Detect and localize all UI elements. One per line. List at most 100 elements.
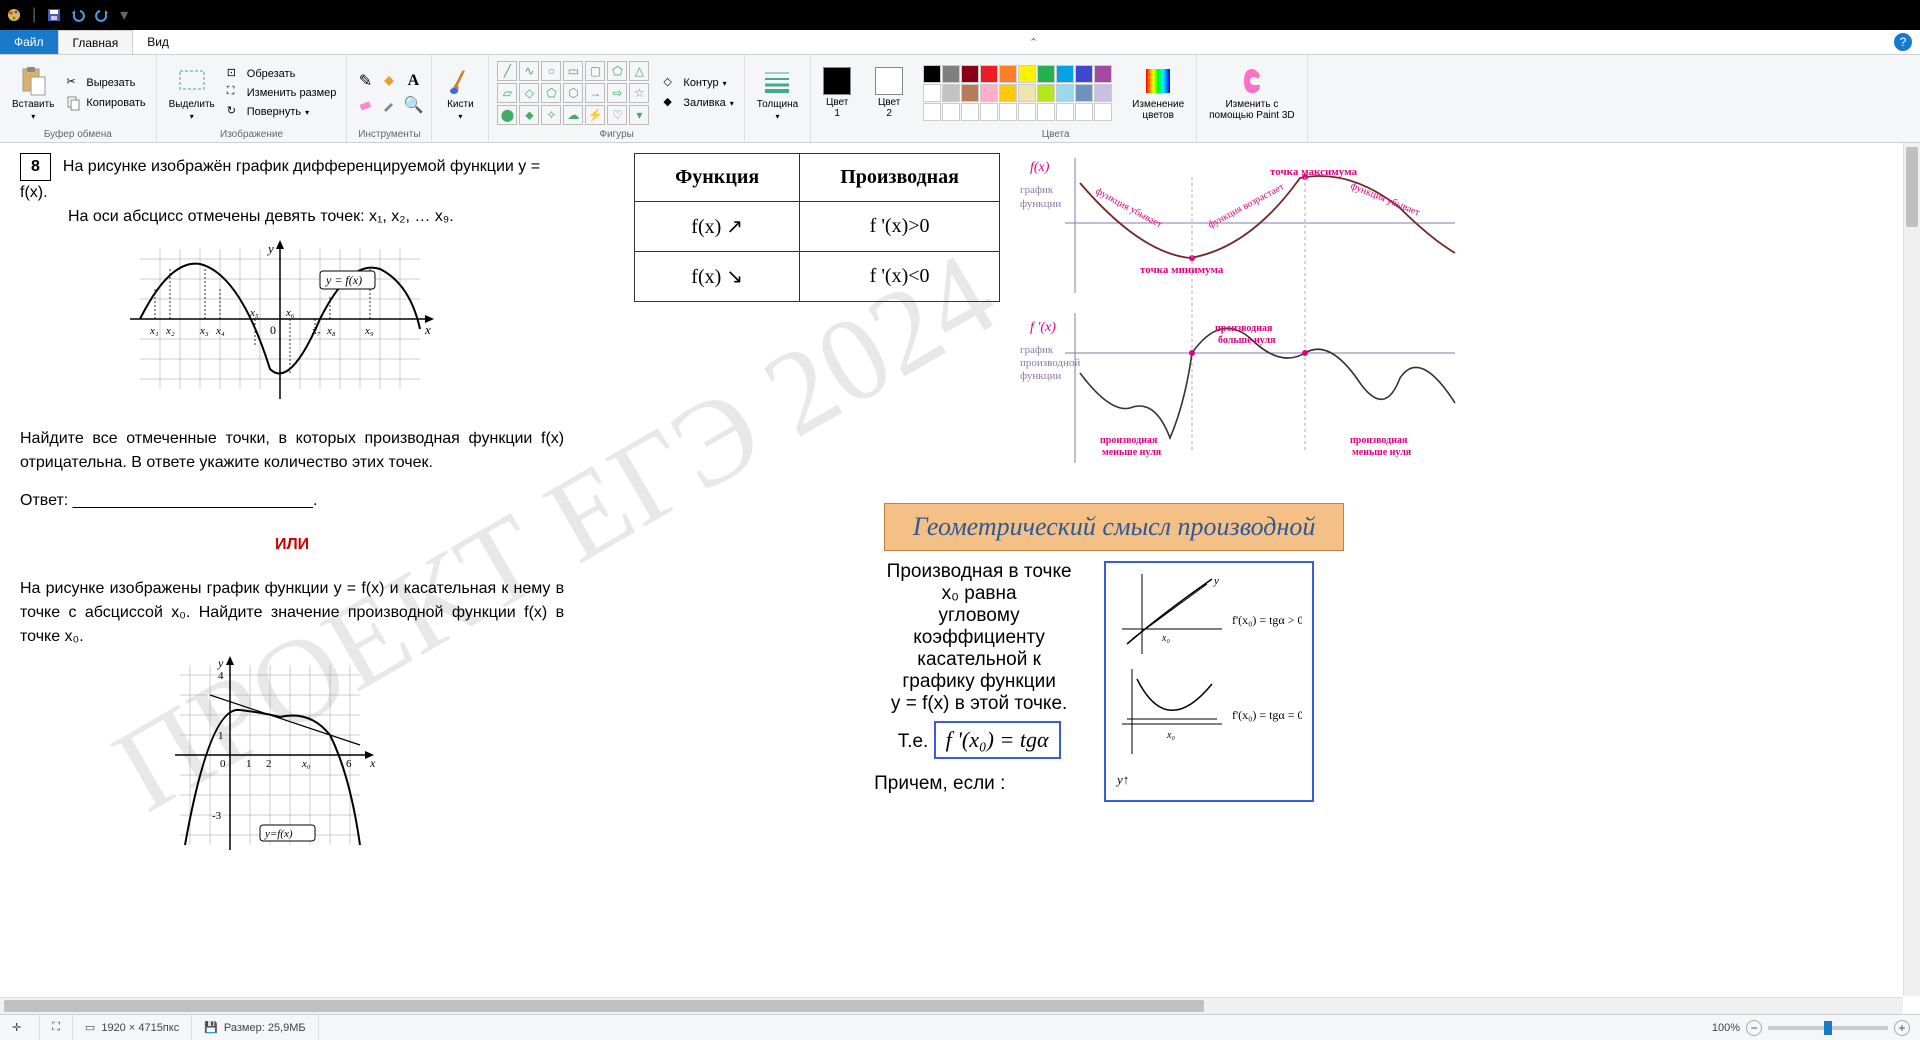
tab-home[interactable]: Главная [58,30,134,54]
rotate-button[interactable]: ↻Повернуть ▾ [225,103,339,121]
color-swatch[interactable] [1094,65,1112,83]
thickness-button[interactable]: Толщина ▾ [753,63,802,123]
color-swatch[interactable] [1056,65,1074,83]
color-swatch[interactable] [923,65,941,83]
crop-icon: ⊡ [227,66,243,82]
color-swatch-empty[interactable] [923,103,941,121]
color-swatch-empty[interactable] [1018,103,1036,121]
horizontal-scrollbar[interactable] [0,997,1903,1014]
fill-button[interactable]: ◆Заливка ▾ [661,94,735,112]
vertical-scrollbar[interactable] [1903,143,1920,996]
crosshair-icon: ✛ [12,1021,21,1034]
pencil-tool[interactable]: ✎ [355,71,375,91]
color-swatch[interactable] [961,65,979,83]
copy-button[interactable]: Копировать [64,94,147,112]
color-swatch[interactable] [1075,84,1093,102]
edit-colors-button[interactable]: Изменение цветов [1128,63,1188,123]
svg-text:6: 6 [346,758,352,770]
color-swatch[interactable] [1075,65,1093,83]
save-icon[interactable] [46,7,62,23]
color-swatch[interactable] [942,84,960,102]
or-label: ИЛИ [20,533,564,557]
svg-text:x₀: x₀ [1166,730,1175,741]
collapse-ribbon-icon[interactable]: ⌃ [1029,36,1038,49]
cut-icon: ✂ [66,75,82,91]
paste-button[interactable]: Вставить ▾ [8,63,58,123]
shapes-gallery[interactable]: ╱∿○▭▢⬠△ ▱◇⬠⬡→⇨☆ ⬤⬥✧☁⚡♡▾ [497,61,649,125]
hscroll-thumb[interactable] [4,1000,1204,1012]
geom-formula: f '(x₀) = tgα [934,721,1061,759]
copy-icon [66,95,82,111]
zoom-thumb[interactable] [1824,1021,1832,1035]
svg-text:0: 0 [220,758,226,770]
cell-f-down: f(x) ↘ [635,252,800,302]
color-swatch-empty[interactable] [942,103,960,121]
outline-button[interactable]: ◇Контур ▾ [661,74,735,92]
color-swatch[interactable] [1018,84,1036,102]
svg-text:x: x [369,756,376,770]
fill-tool[interactable] [379,71,399,91]
cut-button[interactable]: ✂Вырезать [64,74,147,92]
redo-icon[interactable] [94,7,110,23]
color-swatch-empty[interactable] [1037,103,1055,121]
color-swatch[interactable] [999,65,1017,83]
text-tool[interactable]: A [403,71,423,91]
th-deriv: Производная [800,154,1000,202]
color-swatch[interactable] [1037,65,1055,83]
resize-button[interactable]: ⛶Изменить размер [225,84,339,102]
color2-button[interactable]: Цвет 2 [871,65,907,121]
svg-text:функция убывает: функция убывает [1349,181,1422,219]
vscroll-thumb[interactable] [1906,147,1918,227]
color-swatch-empty[interactable] [1075,103,1093,121]
color-swatch[interactable] [1056,84,1074,102]
color-swatch[interactable] [1018,65,1036,83]
svg-text:меньше нуля: меньше нуля [1102,447,1162,458]
picker-tool[interactable] [379,95,399,115]
color-swatch[interactable] [1037,84,1055,102]
undo-icon[interactable] [70,7,86,23]
color-swatch-empty[interactable] [999,103,1017,121]
color1-button[interactable]: Цвет 1 [819,65,855,121]
svg-text:производная: производная [1350,435,1408,446]
canvas-viewport[interactable]: ПРОЕКТ ЕГЭ 2024 8На рисунке изображён гр… [0,143,1920,1014]
color1-swatch [823,67,851,95]
color-swatch[interactable] [942,65,960,83]
answer-line: Ответ: ___________________________. [20,489,564,513]
select-button[interactable]: Выделить ▾ [165,63,219,123]
color-swatch[interactable] [923,84,941,102]
help-button[interactable]: ? [1894,33,1912,51]
brushes-button[interactable]: Кисти ▾ [440,63,480,123]
tab-file[interactable]: Файл [0,30,58,54]
color-swatch[interactable] [1094,84,1112,102]
color-swatch[interactable] [980,65,998,83]
color-swatch-empty[interactable] [961,103,979,121]
color-palette[interactable] [923,65,1112,121]
selection-size: ⛶ [40,1015,73,1040]
zoom-label: 100% [1712,1022,1740,1034]
paint3d-button[interactable]: Изменить с помощью Paint 3D [1205,63,1298,123]
cursor-pos: ✛ [0,1015,40,1040]
color-swatch[interactable] [999,84,1017,102]
zoom-out-button[interactable]: − [1746,1020,1762,1036]
q1-line3: Найдите все отмеченные точки, в которых … [20,427,564,475]
color-swatch[interactable] [980,84,998,102]
svg-text:функции: функции [1020,198,1061,210]
zoom-slider[interactable] [1768,1026,1888,1030]
q1-line2: На оси абсцисс отмечены девять точек: x₁… [68,205,564,229]
tab-view[interactable]: Вид [133,30,183,54]
color-swatch[interactable] [961,84,979,102]
zoom-in-button[interactable]: + [1894,1020,1910,1036]
status-bar: ✛ ⛶ ▭1920 × 4715пкс 💾Размер: 25,9МБ 100%… [0,1014,1920,1040]
color-swatch-empty[interactable] [980,103,998,121]
svg-text:производной: производной [1020,357,1080,369]
canvas-page[interactable]: ПРОЕКТ ЕГЭ 2024 8На рисунке изображён гр… [0,143,1480,1014]
zoom-tool[interactable]: 🔍 [403,95,423,115]
graph-2: 012x₀6 41-3 xy y=f(x) [170,655,380,855]
ribbon: Вставить ▾ ✂Вырезать Копировать Буфер об… [0,55,1920,143]
color-swatch-empty[interactable] [1094,103,1112,121]
color-swatch-empty[interactable] [1056,103,1074,121]
svg-text:f'(x₀) = tgα = 0: f'(x₀) = tgα = 0 [1232,708,1302,722]
crop-button[interactable]: ⊡Обрезать [225,65,339,83]
svg-text:1: 1 [246,758,252,770]
eraser-tool[interactable] [355,95,375,115]
